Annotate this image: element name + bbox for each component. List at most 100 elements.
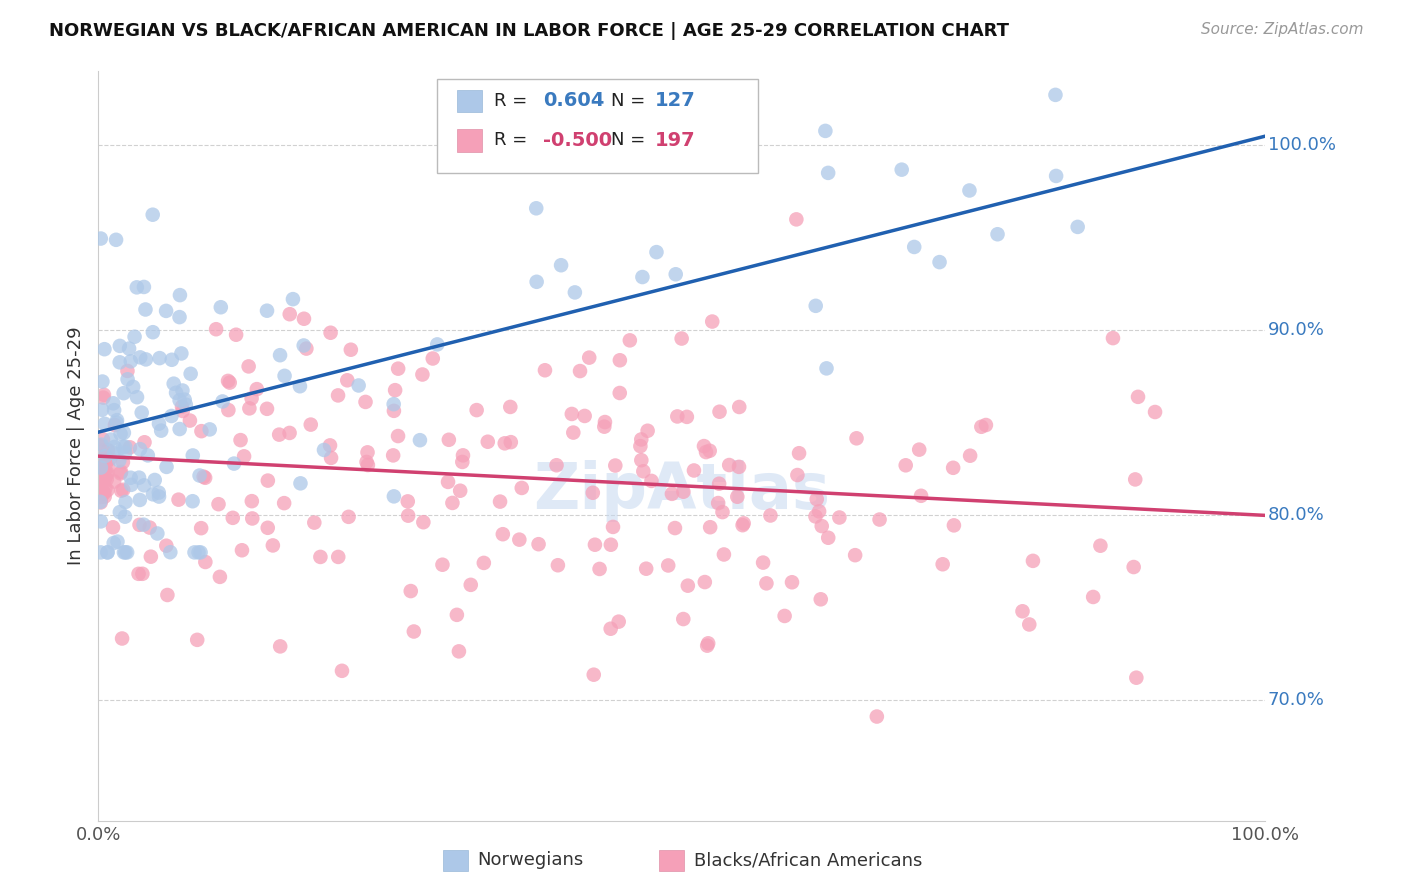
Point xyxy=(1045,87,1067,102)
Point xyxy=(190,545,212,559)
Point xyxy=(132,280,155,294)
Point xyxy=(713,548,735,562)
Point xyxy=(562,425,585,440)
Point xyxy=(780,575,803,590)
Point xyxy=(238,359,260,374)
Point xyxy=(256,401,278,416)
Point xyxy=(527,537,550,551)
Point xyxy=(773,609,796,624)
Text: -0.500: -0.500 xyxy=(543,131,612,150)
Point xyxy=(90,231,112,245)
Point xyxy=(671,332,693,346)
Bar xyxy=(457,89,482,112)
Point xyxy=(695,445,717,459)
Point xyxy=(105,416,128,430)
Point xyxy=(619,334,641,348)
Point xyxy=(89,482,111,496)
Point xyxy=(89,495,111,509)
Point xyxy=(295,342,318,356)
Point xyxy=(499,435,522,450)
Point xyxy=(465,403,488,417)
Point xyxy=(804,509,827,524)
Point xyxy=(288,379,311,393)
Point xyxy=(238,401,260,416)
Point xyxy=(588,562,610,576)
Point xyxy=(602,520,624,534)
Point xyxy=(240,392,263,406)
Point xyxy=(107,534,129,549)
Text: Norwegians: Norwegians xyxy=(478,851,583,870)
Bar xyxy=(658,850,685,871)
Point xyxy=(409,433,432,447)
Text: Blacks/African Americans: Blacks/African Americans xyxy=(693,851,922,870)
Point xyxy=(111,455,134,469)
Point xyxy=(449,483,471,498)
Point xyxy=(672,612,695,626)
Point xyxy=(139,549,162,564)
Point xyxy=(89,456,111,470)
Bar xyxy=(443,850,468,871)
Point xyxy=(211,394,233,409)
Point xyxy=(1083,590,1105,604)
Point xyxy=(1144,405,1167,419)
Point xyxy=(494,436,516,450)
Point xyxy=(942,518,965,533)
Point xyxy=(169,393,191,408)
Point xyxy=(205,322,228,336)
Point xyxy=(114,509,136,524)
Point xyxy=(169,422,191,436)
Point xyxy=(1122,560,1144,574)
Point xyxy=(1011,604,1033,618)
Point xyxy=(91,443,114,458)
Point xyxy=(155,539,177,553)
Point xyxy=(149,351,172,365)
Point xyxy=(942,460,965,475)
Point xyxy=(94,449,117,463)
Text: 70.0%: 70.0% xyxy=(1268,691,1324,709)
Point xyxy=(91,463,114,477)
Point xyxy=(637,424,659,438)
Point xyxy=(181,494,204,508)
Point xyxy=(1018,617,1040,632)
Point xyxy=(134,435,156,450)
Point xyxy=(657,558,679,573)
Point xyxy=(869,512,891,526)
Point xyxy=(696,639,718,653)
Point xyxy=(593,415,616,429)
Point xyxy=(489,494,512,508)
Point xyxy=(217,403,239,417)
Point xyxy=(93,490,115,504)
Point xyxy=(172,384,194,398)
Point xyxy=(131,406,153,420)
Point xyxy=(93,451,115,466)
Point xyxy=(292,338,315,352)
Point xyxy=(510,481,533,495)
Point xyxy=(910,489,932,503)
Point xyxy=(142,325,165,339)
Point xyxy=(628,439,651,453)
Point xyxy=(866,709,889,723)
Point xyxy=(90,460,112,475)
Point xyxy=(1125,671,1147,685)
Point xyxy=(120,478,142,492)
Text: 197: 197 xyxy=(655,131,696,150)
Point xyxy=(299,417,322,432)
Point xyxy=(143,473,166,487)
Point xyxy=(633,464,655,478)
Point xyxy=(112,483,135,497)
Point xyxy=(207,497,229,511)
Point xyxy=(90,490,112,504)
Point xyxy=(319,450,342,465)
Point xyxy=(499,400,522,414)
Point xyxy=(534,363,557,377)
Point xyxy=(115,545,138,559)
Point xyxy=(447,644,470,658)
Point xyxy=(135,352,157,367)
Point xyxy=(150,424,173,438)
Point xyxy=(1022,554,1045,568)
Point xyxy=(786,468,808,483)
Point xyxy=(354,395,377,409)
Point xyxy=(194,471,217,485)
Point xyxy=(550,258,572,272)
Point xyxy=(815,361,838,376)
